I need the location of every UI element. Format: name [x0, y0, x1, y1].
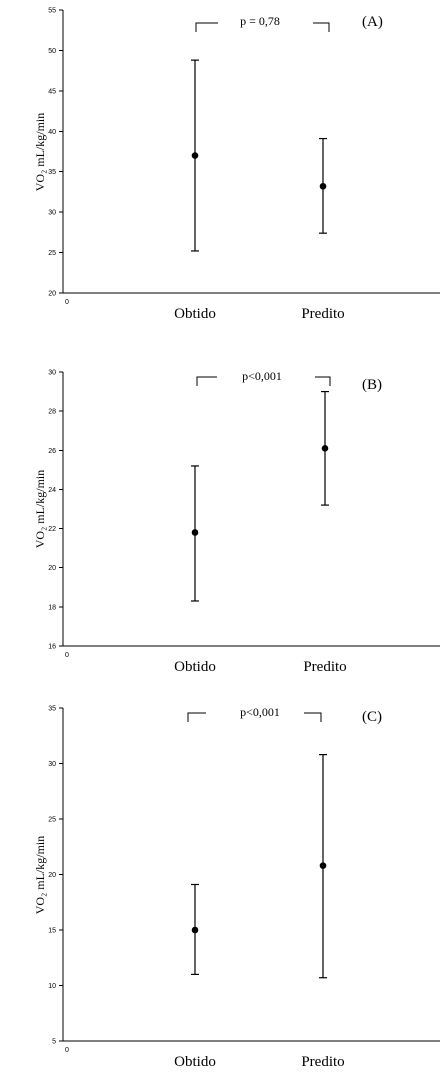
chart-panel-3: 5 10 15 20 25 30 35 0 Obtido Predito VO₂ mL/kg/min… [33, 705, 440, 1070]
bracket-left [195, 22, 218, 32]
y-tick-label: 5 [52, 1039, 56, 1046]
mean-point [191, 529, 199, 536]
y-axis-label: VO₂ mL/kg/min [33, 836, 47, 915]
origin-label: 0 [65, 1047, 69, 1054]
y-tick-label: 24 [48, 487, 56, 494]
mean-point [319, 862, 327, 869]
y-tick-label: 10 [48, 983, 56, 990]
y-tick-label: 18 [48, 604, 56, 611]
y-tick-label: 30 [48, 210, 56, 217]
p-value-annotation: p = 0,78 [240, 14, 280, 28]
y-tick-label: 35 [48, 169, 56, 176]
chart-panel-2: 16 18 20 22 24 26 28 30 0 Obtido Predito VO₂ mL/kg/… [33, 369, 440, 675]
mean-point [321, 445, 329, 452]
y-tick-label: 26 [48, 448, 56, 455]
category-label: Obtido [174, 306, 216, 322]
y-tick-label: 45 [48, 88, 56, 95]
y-tick-label: 50 [48, 48, 56, 55]
category-label: Obtido [174, 1054, 216, 1070]
y-tick-label: 25 [48, 250, 56, 257]
y-axis-label: VO₂ mL/kg/min [33, 470, 47, 549]
origin-label: 0 [65, 652, 69, 659]
y-tick-label: 55 [48, 8, 56, 15]
p-value-annotation: p<0,001 [240, 705, 280, 719]
y-tick-label: 20 [48, 565, 56, 572]
bracket-right [304, 712, 322, 722]
y-tick-label: 22 [48, 526, 56, 533]
p-value-annotation: p<0,001 [242, 369, 282, 383]
y-tick-label: 20 [48, 872, 56, 879]
mean-point [191, 152, 199, 159]
mean-point [191, 926, 199, 934]
y-tick-label: 30 [48, 761, 56, 768]
category-label: Obtido [174, 659, 216, 675]
y-tick-label: 16 [48, 644, 56, 651]
chart-panel-1: 20 25 30 35 40 45 50 55 0 Obtido Predito VO₂ mL/kg/… [33, 8, 440, 322]
y-tick-label: 20 [48, 291, 56, 298]
y-tick-label: 40 [48, 129, 56, 136]
bracket-right [313, 22, 330, 32]
y-tick-label: 15 [48, 928, 56, 935]
panel-label: (C) [362, 709, 382, 725]
y-axis-label: VO₂ mL/kg/min [33, 113, 47, 192]
mean-point [319, 182, 327, 190]
y-tick-label: 35 [48, 706, 56, 713]
y-tick-label: 25 [48, 817, 56, 824]
panel-label: (B) [362, 377, 382, 393]
origin-label: 0 [65, 299, 69, 306]
bracket-right [315, 376, 331, 386]
panel-label: (A) [362, 14, 383, 30]
category-label: Predito [303, 659, 346, 675]
category-label: Predito [301, 306, 344, 322]
y-tick-label: 28 [48, 409, 56, 416]
bracket-left [196, 376, 217, 386]
bracket-left [187, 712, 206, 722]
y-tick-label: 30 [48, 370, 56, 377]
category-label: Predito [301, 1054, 344, 1070]
